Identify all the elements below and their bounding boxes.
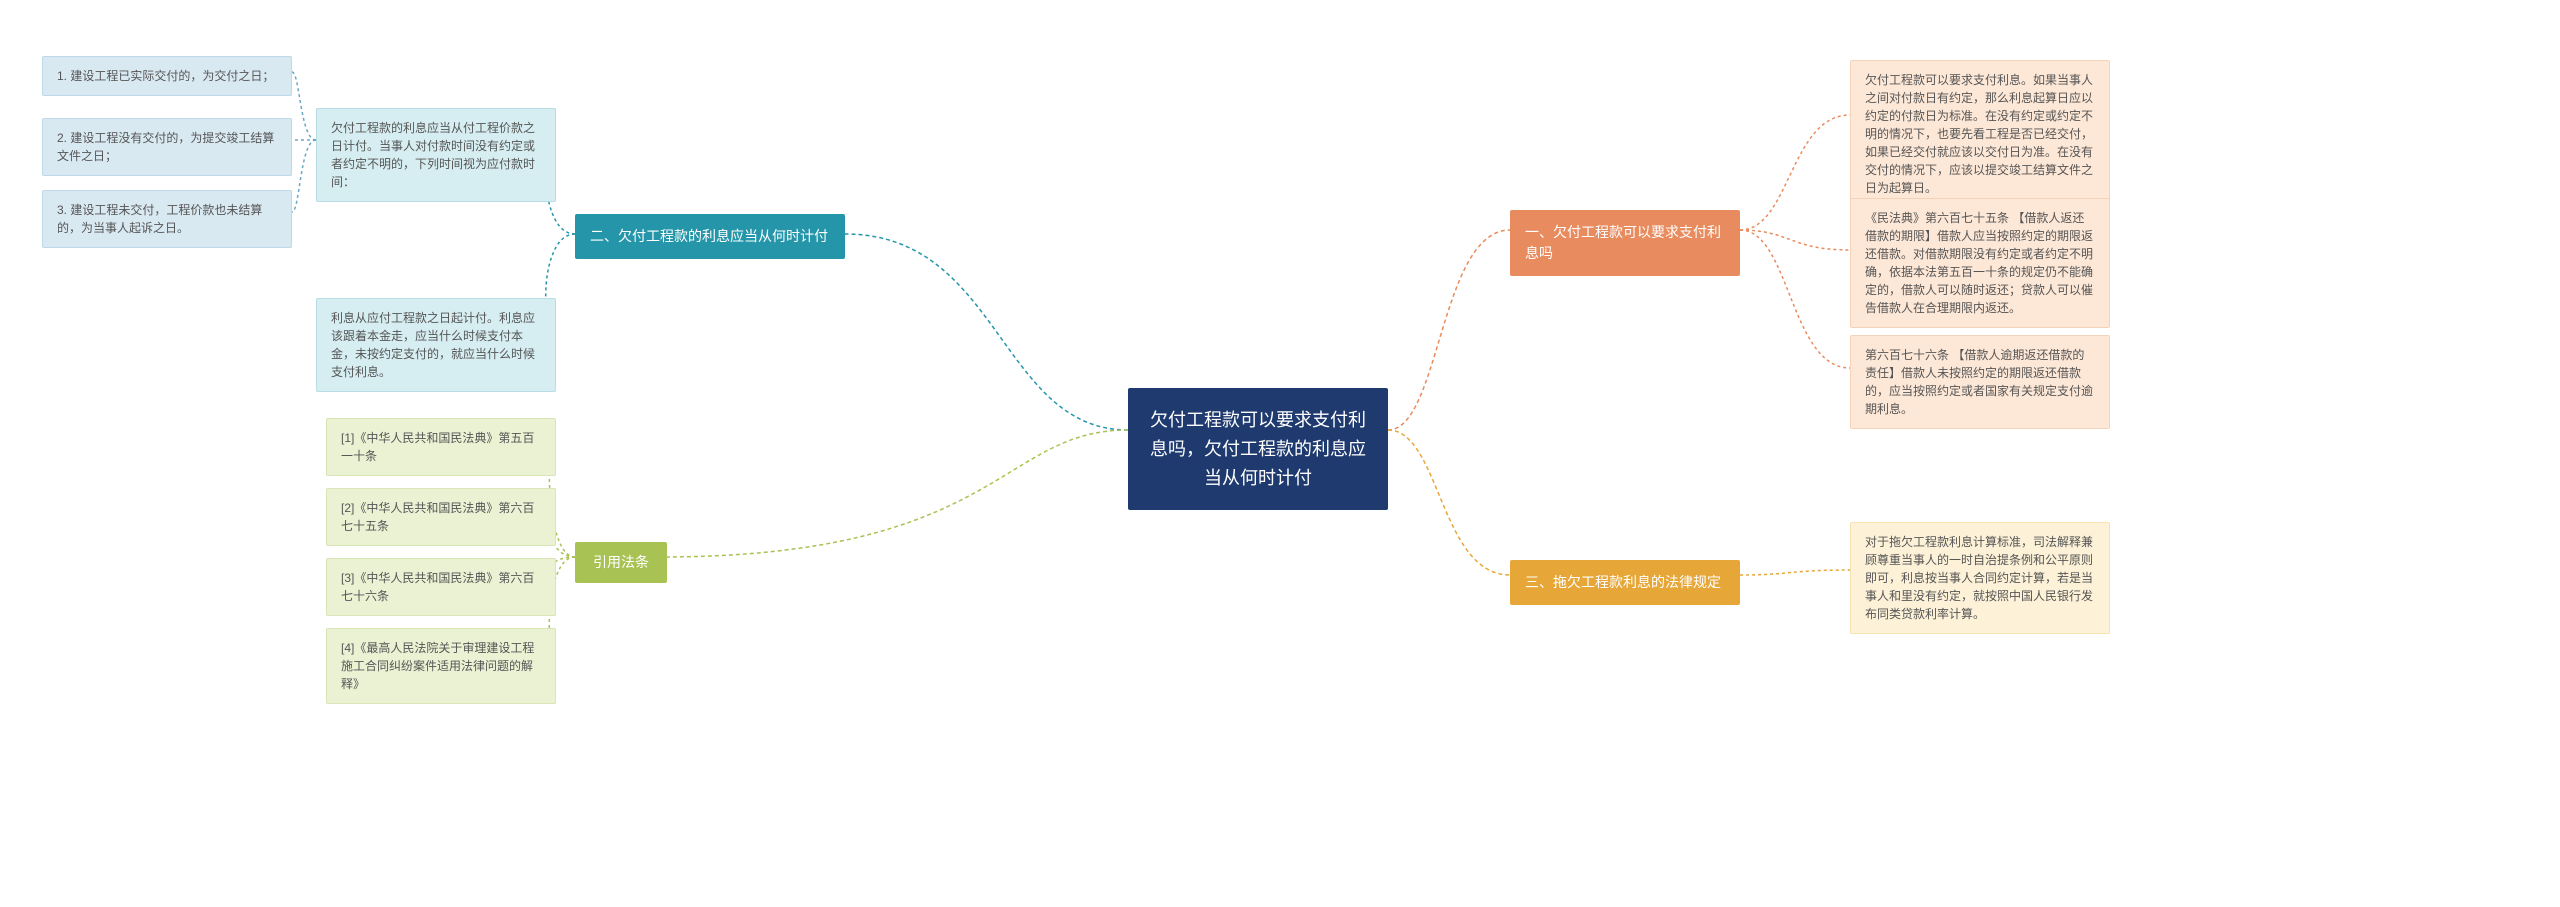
leaf-1a: 欠付工程款可以要求支付利息。如果当事人之间对付款日有约定，那么利息起算日应以约定… (1850, 60, 2110, 208)
leaf-2a3: 3. 建设工程未交付，工程价款也未结算的，为当事人起诉之日。 (42, 190, 292, 248)
center-node: 欠付工程款可以要求支付利息吗，欠付工程款的利息应当从何时计付 (1128, 388, 1388, 510)
leaf-4b: [2]《中华人民共和国民法典》第六百七十五条 (326, 488, 556, 546)
branch-3: 三、拖欠工程款利息的法律规定 (1510, 560, 1740, 605)
branch-4: 引用法条 (575, 542, 667, 583)
branch-1: 一、欠付工程款可以要求支付利息吗 (1510, 210, 1740, 276)
leaf-4a: [1]《中华人民共和国民法典》第五百一十条 (326, 418, 556, 476)
leaf-2a1: 1. 建设工程已实际交付的，为交付之日； (42, 56, 292, 96)
branch-2: 二、欠付工程款的利息应当从何时计付 (575, 214, 845, 259)
leaf-1b: 《民法典》第六百七十五条 【借款人返还借款的期限】借款人应当按照约定的期限返还借… (1850, 198, 2110, 328)
leaf-2b: 利息从应付工程款之日起计付。利息应该跟着本金走，应当什么时候支付本金，未按约定支… (316, 298, 556, 392)
leaf-1c: 第六百七十六条 【借款人逾期返还借款的责任】借款人未按照约定的期限返还借款的，应… (1850, 335, 2110, 429)
leaf-3a: 对于拖欠工程款利息计算标准，司法解释兼顾尊重当事人的一时自治提条例和公平原则即可… (1850, 522, 2110, 634)
leaf-2a: 欠付工程款的利息应当从付工程价款之日计付。当事人对付款时间没有约定或者约定不明的… (316, 108, 556, 202)
leaf-4c: [3]《中华人民共和国民法典》第六百七十六条 (326, 558, 556, 616)
leaf-2a2: 2. 建设工程没有交付的，为提交竣工结算文件之日； (42, 118, 292, 176)
leaf-4d: [4]《最高人民法院关于审理建设工程施工合同纠纷案件适用法律问题的解释》 (326, 628, 556, 704)
